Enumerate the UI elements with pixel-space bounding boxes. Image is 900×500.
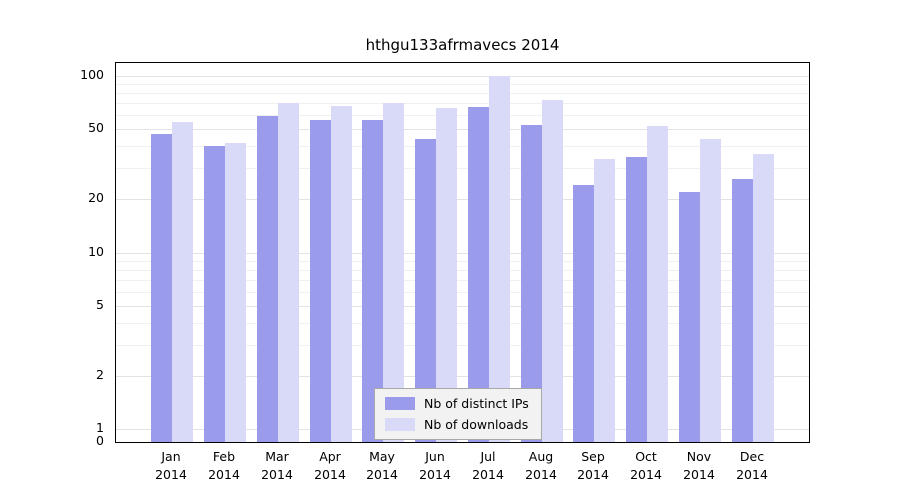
bar-distinct-ips-sep xyxy=(573,185,595,442)
x-tick-label-jul: Jul 2014 xyxy=(472,449,504,482)
bar-downloads-apr xyxy=(330,105,352,442)
y-tick-label: 5 xyxy=(96,297,104,312)
bar-distinct-ips-dec xyxy=(731,179,753,442)
gridline xyxy=(116,129,809,130)
gridline xyxy=(116,323,809,324)
bar-distinct-ips-jul xyxy=(467,106,489,442)
bar-distinct-ips-may xyxy=(362,120,384,442)
x-tick-label-feb: Feb 2014 xyxy=(208,449,240,482)
gridline xyxy=(116,345,809,346)
chart-title: hthgu133afrmavecs 2014 xyxy=(365,36,560,54)
x-tick-label-dec: Dec 2014 xyxy=(736,449,768,482)
bar-distinct-ips-jan xyxy=(151,133,173,442)
bar-downloads-sep xyxy=(594,158,616,442)
gridline xyxy=(116,376,809,377)
plot-area: Nb of distinct IPs Nb of downloads xyxy=(115,62,810,443)
y-tick-label: 10 xyxy=(88,244,104,259)
bar-distinct-ips-apr xyxy=(309,120,331,442)
gridline xyxy=(116,103,809,104)
gridline xyxy=(116,115,809,116)
bar-downloads-aug xyxy=(541,100,563,442)
bar-distinct-ips-mar xyxy=(256,116,278,442)
bar-downloads-may xyxy=(383,103,405,442)
bar-distinct-ips-feb xyxy=(204,146,226,442)
gridline xyxy=(116,93,809,94)
gridline xyxy=(116,261,809,262)
x-tick-label-nov: Nov 2014 xyxy=(683,449,715,482)
gridline xyxy=(116,306,809,307)
y-tick-label: 100 xyxy=(80,67,104,82)
gridline xyxy=(116,146,809,147)
bar-downloads-oct xyxy=(647,126,669,442)
gridline xyxy=(116,168,809,169)
bar-downloads-jan xyxy=(172,121,194,442)
gridline xyxy=(116,253,809,254)
y-tick-label: 0 xyxy=(96,433,104,448)
x-tick-label-jan: Jan 2014 xyxy=(155,449,187,482)
bar-downloads-mar xyxy=(277,103,299,442)
bar-distinct-ips-jun xyxy=(415,138,437,442)
legend-label-distinct-ips: Nb of distinct IPs xyxy=(424,396,529,411)
legend-label-downloads: Nb of downloads xyxy=(424,417,529,432)
bar-downloads-jul xyxy=(488,76,510,442)
gridline xyxy=(116,84,809,85)
x-tick-label-may: May 2014 xyxy=(366,449,398,482)
x-tick-label-apr: Apr 2014 xyxy=(314,449,346,482)
legend-item-distinct-ips: Nb of distinct IPs xyxy=(385,396,529,411)
bar-downloads-jun xyxy=(436,107,458,442)
bar-downloads-nov xyxy=(699,138,721,442)
legend-swatch-downloads xyxy=(385,418,415,431)
gridline xyxy=(116,270,809,271)
gridline xyxy=(116,292,809,293)
y-tick-label: 1 xyxy=(96,420,104,435)
y-tick-label: 2 xyxy=(96,367,104,382)
y-tick-label: 20 xyxy=(88,190,104,205)
x-tick-label-oct: Oct 2014 xyxy=(630,449,662,482)
gridline xyxy=(116,280,809,281)
x-tick-label-mar: Mar 2014 xyxy=(261,449,293,482)
legend: Nb of distinct IPs Nb of downloads xyxy=(374,388,542,440)
bar-distinct-ips-aug xyxy=(520,124,542,442)
x-tick-label-sep: Sep 2014 xyxy=(577,449,609,482)
bar-downloads-feb xyxy=(225,142,247,442)
x-tick-label-jun: Jun 2014 xyxy=(419,449,451,482)
legend-swatch-distinct-ips xyxy=(385,397,415,410)
gridline xyxy=(116,76,809,77)
bar-distinct-ips-oct xyxy=(626,156,648,442)
bar-downloads-dec xyxy=(752,154,774,442)
bar-distinct-ips-nov xyxy=(678,192,700,442)
bars xyxy=(116,63,809,442)
y-tick-label: 50 xyxy=(88,120,104,135)
x-tick-label-aug: Aug 2014 xyxy=(525,449,557,482)
gridline xyxy=(116,199,809,200)
legend-item-downloads: Nb of downloads xyxy=(385,417,529,432)
